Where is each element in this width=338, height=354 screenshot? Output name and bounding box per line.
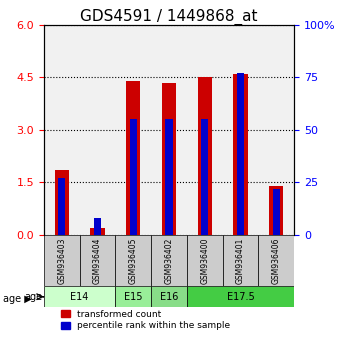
Bar — [223, 25, 258, 235]
Bar — [165, 119, 173, 235]
Bar — [90, 228, 105, 235]
Bar — [198, 77, 212, 235]
Text: E16: E16 — [160, 292, 178, 302]
Text: E15: E15 — [124, 292, 143, 302]
Bar — [130, 119, 137, 235]
Bar — [115, 235, 151, 286]
Text: GSM936402: GSM936402 — [165, 238, 173, 284]
Bar — [258, 235, 294, 286]
Bar — [94, 218, 101, 235]
Text: GSM936404: GSM936404 — [93, 237, 102, 284]
Text: GSM936406: GSM936406 — [272, 237, 281, 284]
Bar — [273, 189, 280, 235]
Bar — [201, 119, 208, 235]
Bar — [151, 25, 187, 235]
Bar — [151, 235, 187, 286]
Text: GSM936401: GSM936401 — [236, 238, 245, 284]
Bar — [44, 25, 80, 235]
Bar — [80, 25, 115, 235]
Bar — [115, 25, 151, 235]
Text: age ▶: age ▶ — [3, 294, 32, 304]
Bar — [115, 286, 151, 307]
Bar — [58, 178, 65, 235]
Text: GSM936400: GSM936400 — [200, 237, 209, 284]
Bar — [44, 235, 80, 286]
Text: E14: E14 — [71, 292, 89, 302]
Bar — [44, 286, 115, 307]
Bar — [55, 170, 69, 235]
Bar — [187, 25, 223, 235]
Bar — [187, 235, 223, 286]
Legend: transformed count, percentile rank within the sample: transformed count, percentile rank withi… — [61, 310, 230, 331]
Text: GSM936403: GSM936403 — [57, 237, 66, 284]
Text: E17.5: E17.5 — [226, 292, 254, 302]
Bar — [237, 73, 244, 235]
Bar — [269, 186, 283, 235]
Bar — [223, 235, 258, 286]
Text: age: age — [24, 292, 42, 302]
Bar — [162, 82, 176, 235]
Bar — [233, 74, 248, 235]
Bar — [80, 235, 115, 286]
Bar — [187, 286, 294, 307]
Title: GDS4591 / 1449868_at: GDS4591 / 1449868_at — [80, 8, 258, 25]
Bar — [151, 286, 187, 307]
Text: GSM936405: GSM936405 — [129, 237, 138, 284]
Bar — [258, 25, 294, 235]
Bar — [126, 81, 140, 235]
